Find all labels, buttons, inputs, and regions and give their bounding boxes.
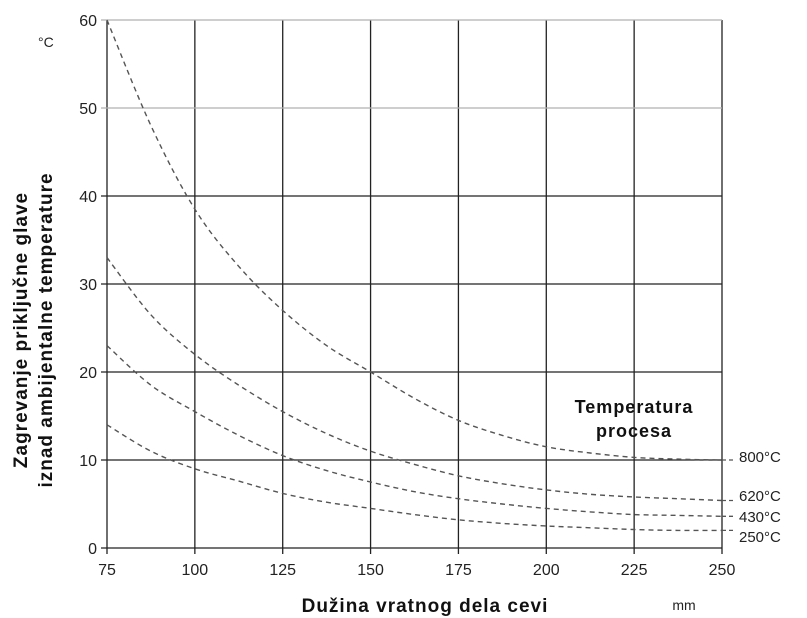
series-labels: 800°C 620°C 430°C 250°C [722,449,781,546]
y-tick-label-20: 20 [79,365,97,382]
y-axis-title-line1: Zagrevanje priključne glave [11,192,32,468]
legend-title-line1: Temperatura [575,397,694,417]
x-axis-unit: mm [672,597,695,613]
legend-title-line2: procesa [596,421,672,441]
y-tick-label-50: 50 [79,101,97,118]
y-tick-label-40: 40 [79,189,97,206]
x-tick-label-150: 150 [357,562,384,579]
series-label-2: 430°C [739,509,781,526]
grid [101,19,723,554]
y-axis-unit: °C [38,34,54,50]
x-tick-label-75: 75 [98,562,116,579]
x-tick-labels: 75 100 125 150 175 200 225 250 [98,562,735,579]
x-tick-label-175: 175 [445,562,472,579]
x-tick-label-225: 225 [621,562,648,579]
series-line-2 [106,345,723,517]
x-tick-label-100: 100 [182,562,209,579]
y-tick-labels: 0 10 20 30 40 50 60 [79,13,97,558]
x-tick-label-200: 200 [533,562,560,579]
y-tick-label-10: 10 [79,453,97,470]
y-tick-label-60: 60 [79,13,97,30]
x-axis-title: Dužina vratnog dela cevi [302,596,549,617]
x-tick-label-250: 250 [709,562,736,579]
series-line-1 [106,257,723,502]
y-tick-label-30: 30 [79,277,97,294]
x-tick-label-125: 125 [269,562,296,579]
series-line-3 [106,424,723,532]
series-label-3: 250°C [739,529,781,546]
y-axis-title-line2: iznad ambijentalne temperature [36,172,57,487]
series-lines [106,19,723,532]
series-line-0 [106,19,723,461]
y-tick-label-0: 0 [88,541,97,558]
series-label-1: 620°C [739,488,781,505]
series-label-0: 800°C [739,449,781,466]
